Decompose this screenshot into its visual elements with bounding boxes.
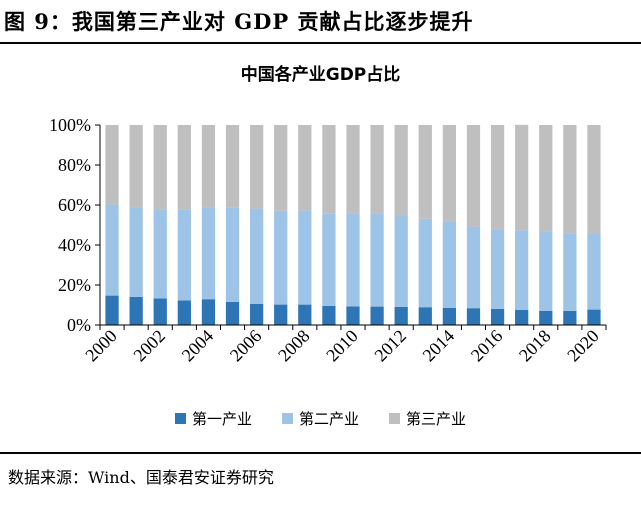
bar-segment-2009-s2 (322, 125, 336, 214)
bar-segment-2014-s0 (442, 307, 457, 325)
bar-segment-2018-s2 (539, 125, 553, 232)
stacked-bar-chart: 0%20%40%60%80%100%2000 2002 2004 2006 2008 20… (49, 115, 607, 366)
y-tick-label: 0% (67, 315, 91, 335)
chart-title: 中国各产业GDP占比 (240, 65, 401, 85)
bar-segment-2000-s1 (105, 204, 119, 296)
bar-segment-2000-s2 (105, 125, 119, 205)
legend-label-tertiary: 第三产业 (406, 410, 467, 428)
legend-item-secondary: 第二产业 (281, 408, 359, 429)
bar-segment-2003-s1 (177, 209, 191, 301)
bar-segment-2011-s0 (370, 306, 384, 325)
x-tick-label: 2008 (274, 326, 314, 366)
y-tick-label: 20% (58, 275, 91, 295)
bar-segment-2001-s1 (129, 207, 143, 297)
legend-swatch-tertiary (389, 413, 400, 424)
bar-segment-2013-s0 (418, 307, 432, 325)
y-tick-label: 100% (49, 115, 91, 135)
figure-title: 图 9：我国第三产业对 GDP 贡献占比逐步提升 (4, 9, 474, 34)
bar-segment-2020-s2 (587, 125, 601, 234)
bar-segment-2016-s0 (490, 308, 505, 325)
bar-segment-2017-s2 (515, 124, 529, 231)
bar-segment-2007-s2 (274, 125, 288, 211)
legend-label-primary: 第一产业 (191, 410, 252, 428)
x-tick-label: 2016 (467, 326, 507, 366)
legend-item-tertiary: 第三产业 (389, 408, 466, 429)
legend-swatch-secondary (281, 413, 293, 424)
bar-segment-2007-s0 (274, 304, 288, 325)
bar-segment-2014-s2 (442, 125, 457, 222)
bar-segment-2009-s1 (322, 213, 336, 306)
x-tick-label: 2006 (226, 326, 266, 366)
bar-segment-2005-s0 (225, 301, 240, 325)
bar-segment-2015-s1 (466, 226, 481, 309)
bar-segment-2019-s2 (563, 125, 577, 234)
chart-legend: 第一产业 第二产业 第三产业 (0, 408, 641, 429)
x-tick-label: 2020 (563, 326, 603, 366)
bar-segment-2018-s0 (539, 311, 553, 325)
x-tick-label: 2004 (178, 326, 218, 366)
bar-segment-2018-s1 (539, 231, 553, 311)
bar-segment-2006-s0 (249, 303, 264, 325)
bar-segment-2017-s0 (515, 310, 529, 325)
y-tick-label: 40% (58, 235, 91, 255)
bar-segment-2005-s1 (225, 207, 240, 302)
x-tick-label: 2010 (322, 326, 362, 366)
bar-segment-2008-s2 (298, 125, 312, 211)
bar-segment-2002-s1 (153, 209, 167, 299)
x-tick-label: 2018 (515, 326, 555, 366)
bar-segment-2019-s1 (563, 233, 577, 311)
bar-segment-2010-s1 (346, 213, 360, 307)
bar-segment-2020-s0 (587, 309, 601, 325)
bar-segment-2004-s1 (201, 207, 216, 300)
bar-segment-2004-s2 (201, 125, 216, 208)
bar-segment-2011-s1 (370, 213, 384, 307)
x-tick-label: 2012 (370, 326, 410, 366)
bar-segment-2007-s1 (274, 210, 288, 305)
legend-label-secondary: 第二产业 (298, 410, 359, 428)
bar-segment-2011-s2 (370, 125, 384, 214)
bar-segment-2012-s0 (394, 306, 408, 325)
y-tick-label: 60% (58, 195, 91, 215)
bar-segment-2006-s2 (249, 125, 264, 209)
bar-segment-2013-s1 (418, 218, 432, 308)
bar-segment-2016-s2 (490, 125, 505, 230)
bar-segment-2008-s1 (298, 210, 312, 305)
figure-header: 图 9：我国第三产业对 GDP 贡献占比逐步提升 (0, 0, 641, 44)
bar-segment-2015-s0 (466, 308, 481, 325)
bar-segment-2002-s2 (153, 125, 167, 210)
bar-segment-2001-s0 (129, 297, 143, 325)
bar-segment-2005-s2 (225, 125, 240, 208)
bar-segment-2003-s0 (177, 300, 191, 325)
bar-segment-2003-s2 (177, 125, 191, 210)
bar-segment-2004-s0 (201, 299, 216, 325)
bar-segment-2013-s2 (418, 125, 432, 219)
bar-segment-2006-s1 (249, 208, 264, 304)
header-divider (0, 42, 641, 44)
bar-segment-2009-s0 (322, 305, 336, 325)
legend-item-primary: 第一产业 (174, 408, 252, 429)
bar-segment-2002-s0 (153, 298, 167, 325)
bar-segment-2012-s1 (394, 216, 408, 307)
y-tick-label: 80% (58, 155, 91, 175)
footer-divider (0, 452, 641, 454)
bar-segment-2016-s1 (490, 229, 505, 309)
bar-segment-2015-s2 (466, 125, 481, 227)
bar-segment-2010-s0 (346, 306, 360, 325)
x-tick-label: 2014 (419, 326, 459, 366)
bar-segment-2020-s1 (587, 234, 601, 310)
bar-segment-2014-s1 (442, 221, 457, 308)
bar-segment-2008-s0 (298, 304, 312, 325)
legend-swatch-primary (174, 413, 186, 424)
bar-segment-2012-s2 (394, 125, 408, 216)
bar-segment-2010-s2 (346, 125, 360, 214)
bar-segment-2017-s1 (515, 230, 529, 310)
bar-segment-2001-s2 (129, 125, 143, 208)
bar-segment-2019-s0 (563, 310, 577, 325)
x-tick-label: 2002 (129, 326, 169, 366)
source-note: 数据来源：Wind、国泰君安证券研究 (8, 468, 274, 487)
bar-segment-2000-s0 (105, 295, 119, 325)
